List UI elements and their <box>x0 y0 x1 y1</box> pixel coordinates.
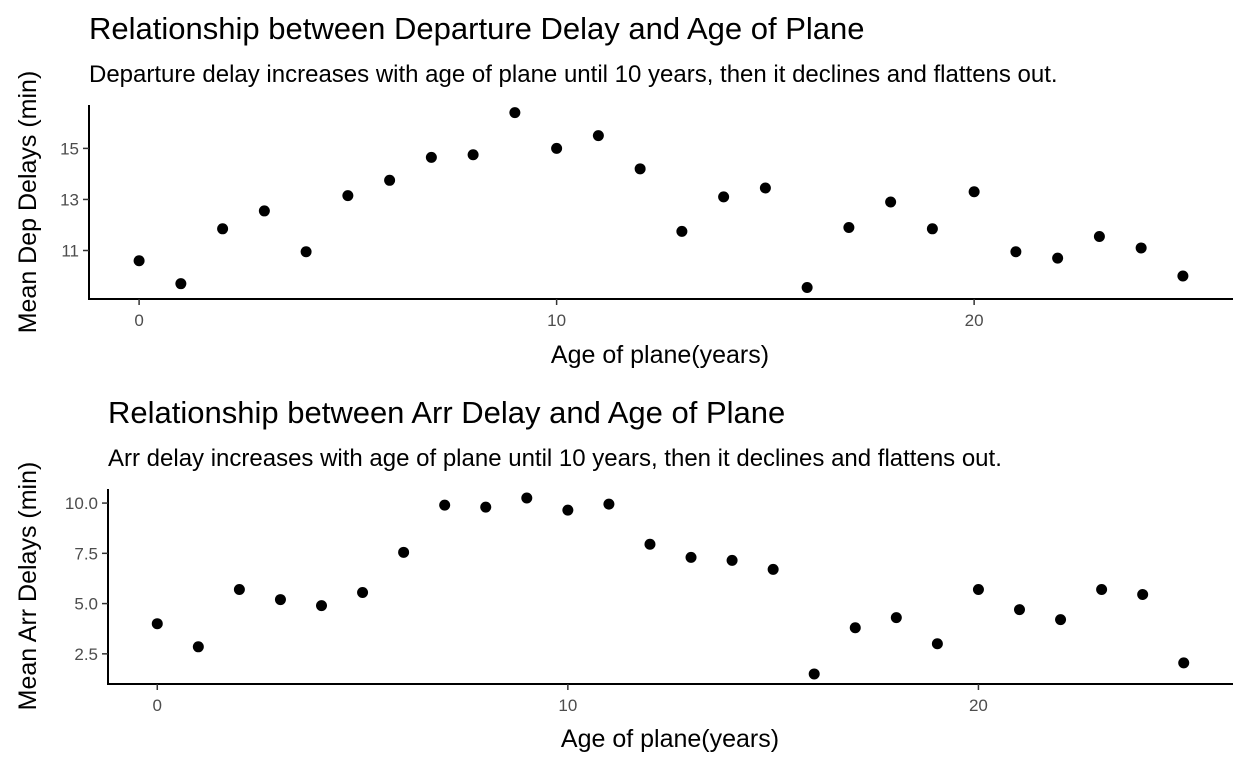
dep-y-tick-label: 15 <box>60 139 79 158</box>
arr-data-point <box>439 499 451 511</box>
dep-data-point <box>1093 230 1105 242</box>
dep-data-point <box>217 223 229 235</box>
arr-data-point <box>480 501 492 513</box>
arr-data-point <box>192 641 204 653</box>
arr-data-point <box>767 563 779 575</box>
arr-y-tick-label: 10.0 <box>65 494 98 513</box>
dep-data-point <box>258 205 270 217</box>
dep-x-tick-label: 20 <box>965 311 984 330</box>
arr-x-axis-title: Age of plane(years) <box>561 725 779 753</box>
arr-x-tick-label: 20 <box>969 696 988 715</box>
dep-x-axis-title: Age of plane(years) <box>551 341 769 369</box>
arr-y-axis-title: Mean Arr Delays (min) <box>14 462 42 711</box>
dep-data-point <box>133 255 145 267</box>
arr-data-point <box>1013 604 1025 616</box>
dep-data-point <box>175 278 187 290</box>
dep-y-tick-label: 13 <box>60 190 79 209</box>
dep-data-point <box>342 190 354 202</box>
arr-data-point <box>233 584 245 596</box>
dep-data-point <box>425 151 437 163</box>
arr-data-point <box>357 587 369 599</box>
arr-data-point <box>1178 657 1190 669</box>
dep-data-point <box>1177 270 1189 282</box>
arr-data-point <box>562 504 574 516</box>
dep-data-point <box>801 282 813 294</box>
arr-data-point <box>1096 584 1108 596</box>
dep-data-point <box>676 225 688 237</box>
arr-data-point <box>151 618 163 630</box>
arr-data-point <box>890 612 902 624</box>
dep-x-tick-label: 0 <box>134 311 143 330</box>
dep-data-point <box>592 130 604 142</box>
arr-data-point <box>521 492 533 504</box>
dep-data-point <box>843 222 855 234</box>
arr-y-tick-label: 2.5 <box>74 645 98 664</box>
arr-x-tick-label: 10 <box>558 696 577 715</box>
dep-x-tick-label: 10 <box>547 311 566 330</box>
dep-data-point <box>300 246 312 258</box>
arr-data-point <box>603 498 615 510</box>
dep-chart-title: Relationship between Departure Delay and… <box>89 11 865 46</box>
arr-data-point <box>849 622 861 634</box>
arr-data-point <box>726 554 738 566</box>
dep-y-axis-title: Mean Dep Delays (min) <box>14 71 42 334</box>
dep-data-point <box>718 191 730 203</box>
dep-data-point <box>759 182 771 194</box>
arr-y-tick-label: 7.5 <box>74 544 98 563</box>
arr-data-point <box>931 638 943 650</box>
arr-y-tick-label: 5.0 <box>74 595 98 614</box>
arr-data-point <box>274 594 286 606</box>
arr-marks: 2.5 5.0 7.5 10.0 0 10 20 <box>65 492 1190 715</box>
dep-data-point <box>509 107 521 119</box>
arr-data-point <box>644 538 656 550</box>
arr-data-point <box>808 668 820 680</box>
dep-delay-panel: Relationship between Departure Delay and… <box>14 11 1233 369</box>
arr-data-point <box>316 600 328 612</box>
dep-data-point <box>1135 242 1147 254</box>
dep-data-point <box>926 223 938 235</box>
arr-chart-title: Relationship between Arr Delay and Age o… <box>108 395 785 430</box>
arr-delay-panel: Relationship between Arr Delay and Age o… <box>14 395 1233 753</box>
dep-y-tick-label: 11 <box>61 242 79 261</box>
dep-data-point <box>384 174 396 186</box>
dep-data-point <box>968 186 980 198</box>
dep-data-point <box>885 196 897 208</box>
dep-data-point <box>551 142 563 154</box>
dep-marks: 11 13 15 0 10 20 <box>60 107 1189 330</box>
dep-chart-subtitle: Departure delay increases with age of pl… <box>89 61 1058 88</box>
dep-data-point <box>1052 252 1064 264</box>
arr-data-point <box>1137 589 1149 601</box>
dep-data-point <box>1010 246 1022 258</box>
dep-data-point <box>467 149 479 161</box>
arr-x-tick-label: 0 <box>153 696 162 715</box>
arr-data-point <box>1055 614 1067 626</box>
arr-data-point <box>972 584 984 596</box>
dep-data-point <box>634 163 646 175</box>
arr-chart-subtitle: Arr delay increases with age of plane un… <box>108 445 1002 472</box>
arr-data-point <box>398 546 410 558</box>
arr-data-point <box>685 551 697 563</box>
